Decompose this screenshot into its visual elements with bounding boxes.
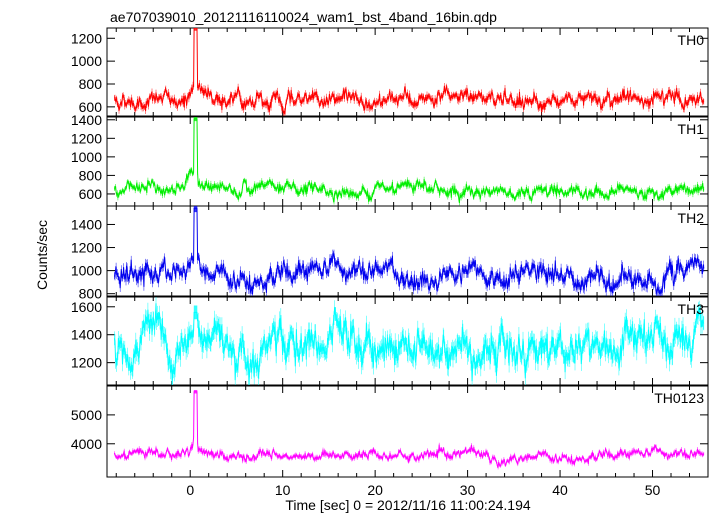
panel-th0123: 4000 5000 0 10 20 30 40 50 TH0123 — [71, 385, 709, 498]
panel-frame — [106, 205, 709, 297]
error-bars-th1 — [114, 117, 705, 206]
x-tick-label: 20 — [367, 482, 383, 498]
y-tick-label: 800 — [79, 76, 103, 92]
y-tick-label: 5000 — [71, 407, 102, 423]
y-tick-label: 1000 — [71, 149, 102, 165]
series-line-th2 — [113, 207, 705, 296]
panel-th0: 600 800 1000 1200 TH0 — [71, 27, 709, 117]
y-tick-label: 1400 — [71, 216, 102, 232]
panel-label: TH0123 — [654, 390, 704, 406]
y-tick-label: 1400 — [71, 112, 102, 128]
panels: 600 800 1000 1200 TH0 600 800 1000 1200 1400 TH1 80… — [71, 27, 709, 498]
y-tick-label: 1200 — [71, 240, 102, 256]
panel-label: TH1 — [678, 121, 705, 137]
panel-frame — [106, 385, 709, 478]
series-line-th1 — [114, 118, 705, 204]
panel-label: TH2 — [678, 210, 705, 226]
x-tick-label: 40 — [552, 482, 568, 498]
panel-frame — [106, 27, 709, 117]
panel-th3: 1200 1400 1600 TH3 — [71, 296, 709, 386]
panel-th2: 800 1000 1200 1400 TH2 — [71, 205, 709, 302]
y-tick-label: 1200 — [71, 355, 102, 371]
x-axis-label: Time [sec] 0 = 2012/11/16 11:00:24.194 — [285, 497, 531, 513]
series-line-th0 — [114, 28, 705, 115]
y-tick-label: 1400 — [71, 327, 102, 343]
y-tick-label: 4000 — [71, 436, 102, 452]
x-tick-label: 30 — [460, 482, 476, 498]
y-tick-label: 800 — [79, 167, 103, 183]
y-tick-label: 600 — [79, 186, 103, 202]
panel-label: TH3 — [678, 301, 705, 317]
y-axis-label: Counts/sec — [34, 220, 50, 290]
series-line-th3 — [113, 303, 705, 385]
x-tick-label: 50 — [645, 482, 661, 498]
y-tick-label: 1000 — [71, 263, 102, 279]
panel-label: TH0 — [678, 32, 705, 48]
series-line-th0123 — [113, 391, 705, 468]
y-tick-label: 1200 — [71, 130, 102, 146]
chart-title: ae707039010_20121116110024_wam1_bst_4ban… — [110, 9, 497, 25]
y-tick-label: 1600 — [71, 299, 102, 315]
x-tick-label: 0 — [186, 482, 194, 498]
y-tick-label: 1200 — [71, 30, 102, 46]
x-tick-label: 10 — [275, 482, 291, 498]
y-tick-label: 1000 — [71, 53, 102, 69]
y-tick-label: 600 — [79, 99, 103, 115]
panel-frame — [106, 296, 709, 386]
panel-th1: 600 800 1000 1200 1400 TH1 — [71, 112, 709, 207]
y-tick-label: 800 — [79, 286, 103, 302]
